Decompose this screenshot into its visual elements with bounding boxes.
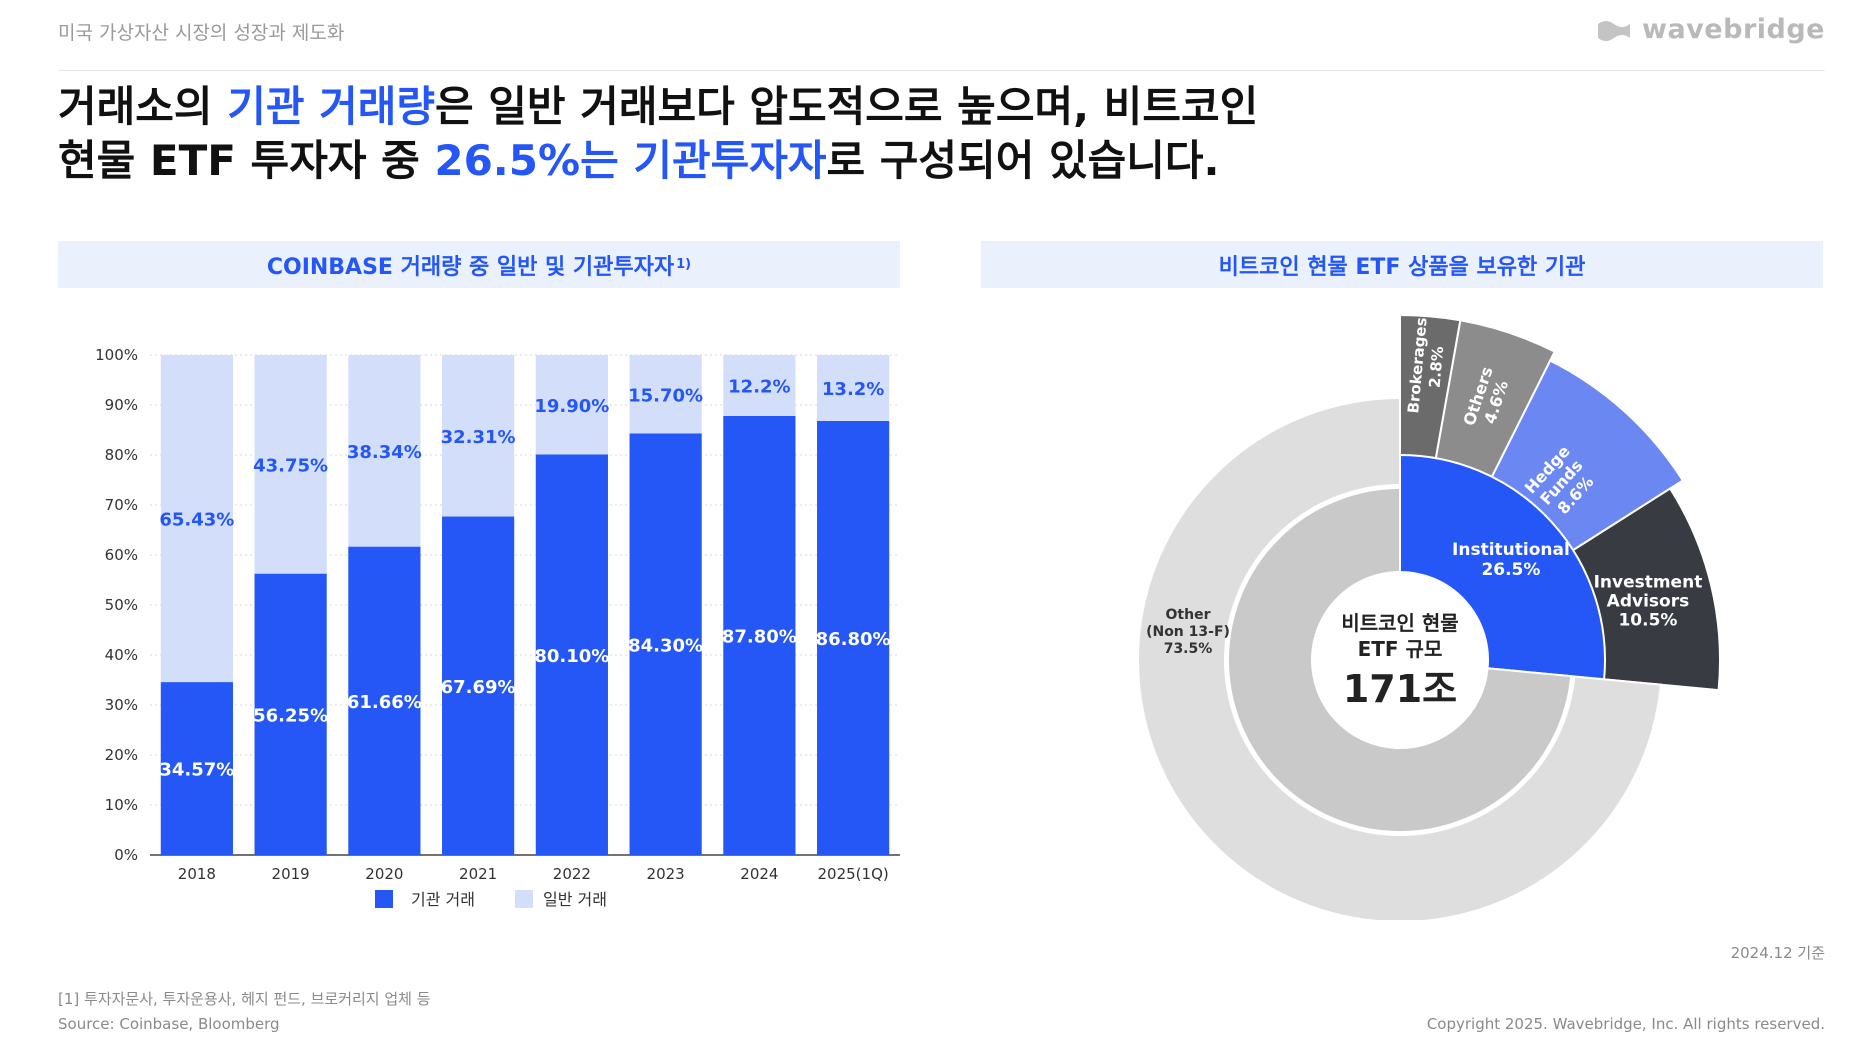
bar-institutional [348, 546, 421, 855]
copyright: Copyright 2025. Wavebridge, Inc. All rig… [1426, 1015, 1825, 1033]
x-tick-label: 2020 [365, 865, 403, 883]
bar-institutional [535, 454, 608, 855]
legend-label-retail: 일반 거래 [543, 890, 607, 909]
data-label-institutional: 84.30% [628, 635, 703, 656]
label-investment-advisors-text: Advisors [1607, 591, 1690, 611]
bar-retail [817, 355, 890, 421]
legend-label-institutional: 기관 거래 [411, 890, 475, 909]
label-investment-advisors-text: Investment [1594, 572, 1703, 592]
headline-line-2: 현물 ETF 투자자 중 26.5%는 기관투자자로 구성되어 있습니다. [58, 136, 1220, 185]
logo-text: wavebridge [1642, 14, 1825, 45]
x-tick-label: 2023 [647, 865, 685, 883]
deck-section-title: 미국 가상자산 시장의 성장과 제도화 [58, 22, 345, 44]
page-headline: 거래소의 기관 거래량은 일반 거래보다 압도적으로 높으며, 비트코인 현물 … [58, 80, 1258, 188]
x-tick-label: 2022 [553, 865, 591, 883]
headline-line-1: 거래소의 기관 거래량은 일반 거래보다 압도적으로 높으며, 비트코인 [58, 82, 1259, 131]
data-label-institutional: 34.57% [159, 760, 234, 781]
right-panel-title: 비트코인 현물 ETF 상품을 보유한 기관 [981, 241, 1823, 288]
data-label-retail: 43.75% [253, 455, 328, 476]
y-tick-label: 20% [105, 746, 138, 764]
legend-swatch-retail [515, 890, 533, 908]
data-label-institutional: 87.80% [722, 627, 797, 648]
label-brokerages-text: 2.8% [1426, 346, 1448, 389]
y-tick-label: 40% [105, 646, 138, 664]
data-label-retail: 38.34% [347, 442, 422, 463]
legend-swatch-institutional [375, 890, 393, 908]
data-label-institutional: 56.25% [253, 705, 328, 726]
data-label-institutional: 86.80% [816, 629, 891, 650]
x-tick-label: 2018 [178, 865, 216, 883]
donut-center [1312, 572, 1488, 748]
bar-retail [535, 355, 608, 455]
y-tick-label: 100% [95, 346, 138, 364]
label-other-non13f-text: Other [1166, 607, 1211, 623]
y-tick-label: 0% [114, 846, 138, 864]
x-tick-label: 2025(1Q) [818, 865, 889, 883]
bar-institutional [629, 433, 702, 855]
bar-retail [254, 355, 327, 574]
y-tick-label: 60% [105, 546, 138, 564]
wavebridge-logo: wavebridge [1596, 14, 1825, 45]
label-institutional-text: Institutional [1452, 540, 1570, 560]
data-label-institutional: 80.10% [534, 646, 609, 667]
data-label-institutional: 67.69% [441, 677, 516, 698]
y-tick-label: 90% [105, 396, 138, 414]
bar-institutional [817, 421, 890, 855]
wave-logo-icon [1598, 20, 1631, 41]
center-value: 171조 [1343, 667, 1457, 711]
data-label-institutional: 61.66% [347, 692, 422, 713]
label-institutional-text: 26.5% [1481, 560, 1540, 580]
label-other-non13f-text: 73.5% [1164, 641, 1213, 657]
left-panel-title: COINBASE 거래량 중 일반 및 기관투자자 1) [58, 241, 900, 288]
bar-retail [723, 355, 796, 416]
data-label-retail: 15.70% [628, 385, 703, 406]
y-tick-label: 70% [105, 496, 138, 514]
y-tick-label: 50% [105, 596, 138, 614]
x-tick-label: 2021 [459, 865, 497, 883]
footnote: [1] 투자자문사, 투자운용사, 헤지 펀드, 브로커리지 업체 등 [58, 990, 431, 1008]
y-tick-label: 30% [105, 696, 138, 714]
header-divider [58, 70, 1825, 71]
bar-institutional [160, 682, 233, 855]
data-label-retail: 32.31% [441, 427, 516, 448]
outer-slice-other [1137, 396, 1662, 920]
bar-institutional [254, 573, 327, 855]
bar-retail [629, 355, 702, 434]
x-tick-label: 2024 [740, 865, 778, 883]
date-note: 2024.12 기준 [1730, 944, 1825, 962]
label-other-non13f-text: (Non 13-F) [1146, 624, 1230, 640]
data-label-retail: 19.90% [534, 396, 609, 417]
bar-retail [348, 355, 421, 547]
bar-institutional [442, 516, 515, 855]
y-tick-label: 10% [105, 796, 138, 814]
center-label-line-1: 비트코인 현물 [1341, 611, 1458, 635]
bar-institutional [723, 416, 796, 855]
center-label-line-2: ETF 규모 [1358, 637, 1443, 661]
data-label-retail: 12.2% [728, 377, 790, 398]
bar-retail [160, 355, 233, 683]
data-label-retail: 65.43% [159, 510, 234, 531]
bar-retail [442, 355, 515, 517]
source-note: Source: Coinbase, Bloomberg [58, 1015, 280, 1033]
footnote-marker: 1) [676, 257, 692, 272]
coinbase-volume-bar-chart: 0% 10% 20% 30% 40% 50% 60% 70% 80% 90% 100% 34.57% 6… [95, 346, 900, 909]
data-label-retail: 13.2% [822, 379, 884, 400]
x-tick-label: 2019 [272, 865, 310, 883]
label-investment-advisors-text: 10.5% [1618, 610, 1677, 630]
label-other-non13f: Other(Non 13-F)73.5% [1146, 607, 1230, 657]
y-tick-label: 80% [105, 446, 138, 464]
